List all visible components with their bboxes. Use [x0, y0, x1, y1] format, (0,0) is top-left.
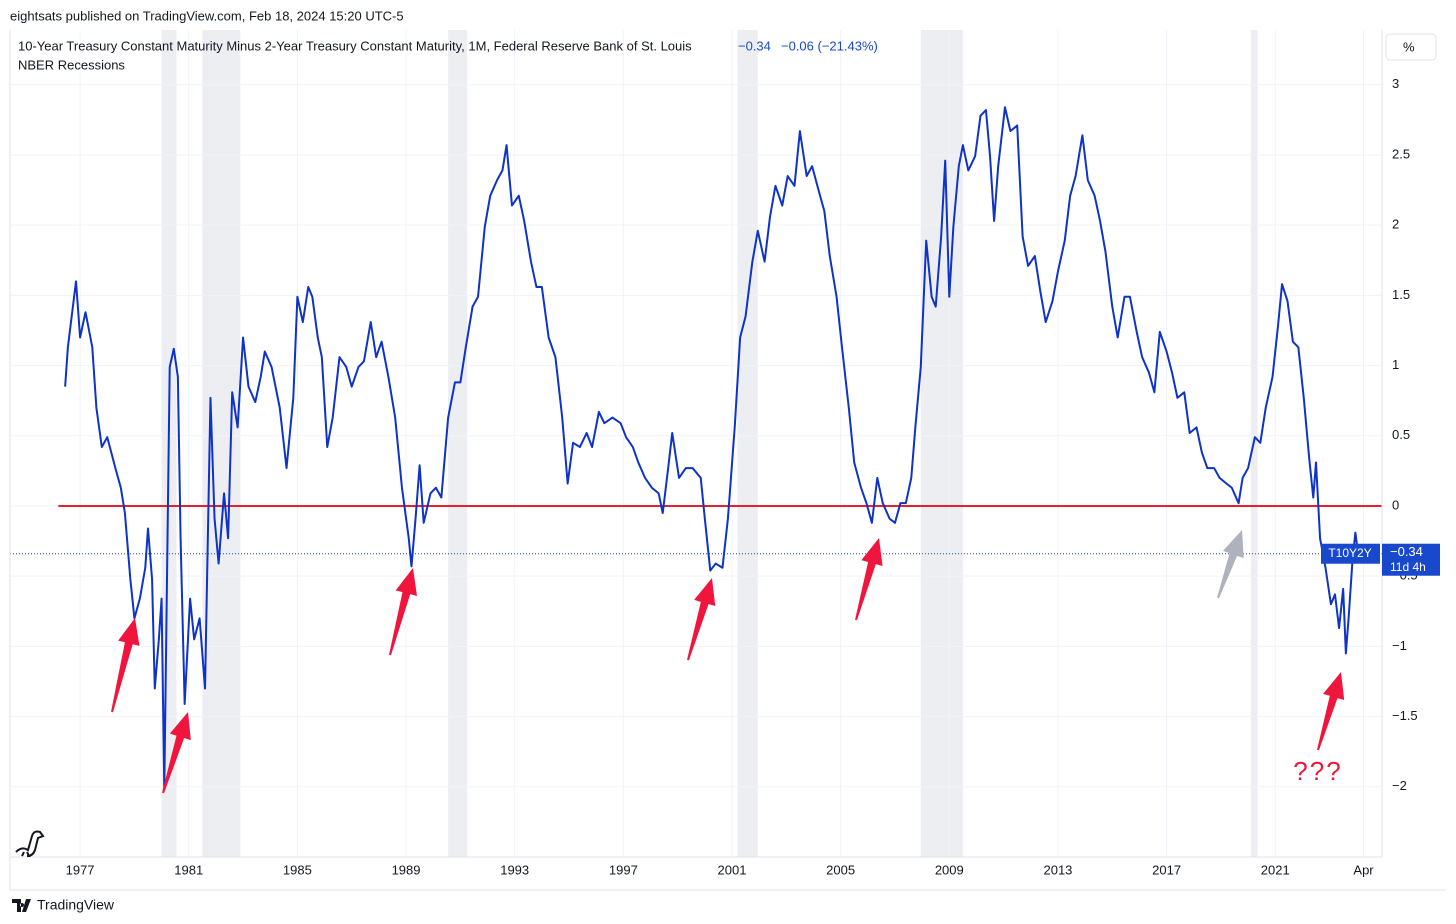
y-tick-label: −1.5	[1392, 708, 1418, 723]
x-tick-label: 2021	[1261, 862, 1290, 877]
price-label: T10Y2Y −0.34 11d 4h	[1321, 543, 1440, 576]
y-tick-label: −1	[1392, 638, 1407, 653]
x-tick-label: Apr	[1353, 862, 1374, 877]
x-tick-label: 2013	[1043, 862, 1072, 877]
recession-band	[448, 30, 468, 857]
publisher-note: eightsats published on TradingView.com, …	[10, 8, 404, 23]
footer-text: TradingView	[37, 897, 115, 913]
x-tick-label: 1981	[174, 862, 203, 877]
x-tick-label: 2017	[1152, 862, 1181, 877]
y-tick-label: −2	[1392, 778, 1407, 793]
x-tick-label: 1997	[609, 862, 638, 877]
x-tick-label: 1977	[66, 862, 95, 877]
x-tick-label: 1989	[392, 862, 421, 877]
x-tick-label: 2005	[826, 862, 855, 877]
unit-button-label[interactable]: %	[1403, 39, 1415, 54]
y-tick-label: 1	[1392, 357, 1399, 372]
recession-band	[202, 30, 241, 857]
change-value: −0.06 (−21.43%)	[781, 38, 878, 53]
y-tick-label: 1.5	[1392, 287, 1410, 302]
arrow	[855, 538, 883, 621]
dino-path	[15, 830, 45, 857]
x-tick-label: 1985	[283, 862, 312, 877]
series-line	[64, 106, 1360, 791]
arrow	[1317, 672, 1345, 751]
y-tick-label: 2	[1392, 217, 1399, 232]
chart-title: 10-Year Treasury Constant Maturity Minus…	[18, 38, 692, 53]
symbol: T10Y2Y	[1328, 546, 1371, 560]
last-value: −0.34	[738, 38, 771, 53]
arrow	[1217, 530, 1244, 599]
logo-glyph	[12, 899, 31, 912]
price-box	[1382, 543, 1440, 576]
footer-logo: TradingView	[12, 897, 115, 913]
plot-marks	[10, 106, 1382, 791]
price-value: −0.34	[1390, 544, 1423, 559]
annotation: ???	[1293, 756, 1342, 786]
x-tick-label: 1993	[500, 862, 529, 877]
x-tick-label: 2009	[935, 862, 964, 877]
y-tick-label: 3	[1392, 76, 1399, 91]
y-tick-label: 0	[1392, 497, 1399, 512]
dino-icon	[15, 830, 45, 857]
arrow	[389, 568, 417, 656]
y-tick-label: 2.5	[1392, 146, 1410, 161]
arrow	[687, 578, 716, 661]
countdown: 11d 4h	[1390, 560, 1426, 574]
y-tick-label: 0.5	[1392, 427, 1410, 442]
arrows	[111, 530, 1345, 794]
x-tick-label: 2001	[718, 862, 747, 877]
recession-band	[737, 30, 758, 857]
recession-band	[920, 30, 963, 857]
arrow	[162, 712, 191, 794]
symbol-box	[1321, 543, 1380, 564]
unit-button[interactable]	[1385, 33, 1437, 61]
arrow	[111, 618, 140, 713]
overlay-name: NBER Recessions	[18, 57, 125, 72]
